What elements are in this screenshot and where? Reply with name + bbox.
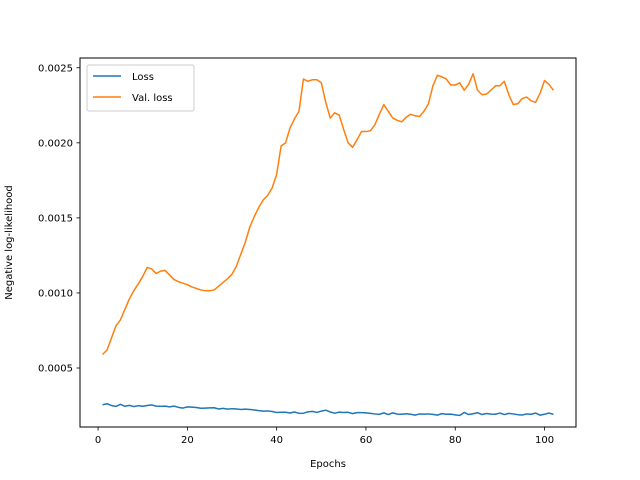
y-tick-label: 0.0025 [38,63,73,74]
x-axis: 0 20 40 60 80 100 [95,427,554,446]
legend: Loss Val. loss [86,64,195,112]
y-tick-label: 0.0020 [38,138,73,149]
axes-frame [79,57,577,428]
y-tick-label: 0.0010 [38,288,73,299]
series-line-loss [102,402,554,417]
series-layer [102,73,555,417]
y-tick-label: 0.0015 [38,213,73,224]
y-axis-label: Negative log-likelihood [4,185,15,300]
x-tick-label: 40 [270,435,283,446]
y-tick-label: 0.0005 [38,364,73,375]
x-tick-label: 60 [360,435,373,446]
x-axis-label: Epochs [310,459,346,470]
y-axis: 0.0005 0.0010 0.0015 0.0020 0.0025 [38,63,80,375]
legend-label-loss: Loss [132,72,154,83]
x-tick-label: 0 [95,435,101,446]
x-tick-label: 20 [181,435,194,446]
x-tick-label: 100 [535,435,554,446]
legend-label-val-loss: Val. loss [132,93,173,104]
series-line-val-loss [102,73,555,356]
x-tick-label: 80 [449,435,462,446]
